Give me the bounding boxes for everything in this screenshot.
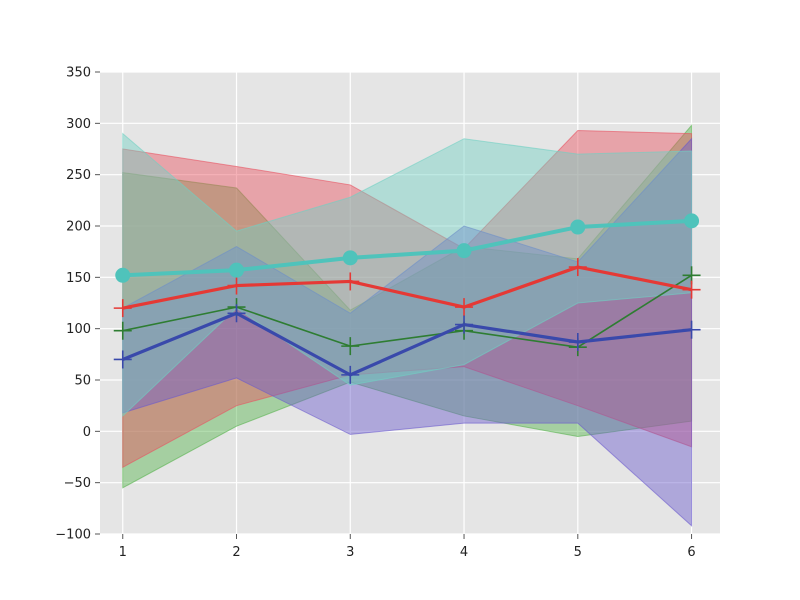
point-series-4 (456, 243, 472, 259)
point-series-3 (113, 350, 132, 369)
line-series-2 (122, 265, 692, 310)
y-tick-label: −50 (64, 476, 91, 491)
x-tick-label: 4 (460, 545, 468, 560)
series-markers (113, 213, 701, 384)
point-series-3 (682, 320, 701, 339)
plot-background (100, 72, 720, 534)
x-axis: 1 2 3 4 5 6 (119, 534, 696, 560)
x-tick-label: 3 (346, 545, 354, 560)
series-lines (122, 218, 692, 377)
x-tick-label: 6 (687, 545, 695, 560)
confidence-bands (122, 124, 693, 527)
point-series-4 (342, 250, 358, 266)
point-series-2 (113, 299, 132, 318)
point-series-2 (455, 298, 474, 317)
y-tick-label: 350 (66, 66, 91, 81)
y-tick-label: 300 (66, 117, 91, 132)
point-series-2 (227, 276, 246, 295)
point-series-2 (682, 280, 701, 299)
y-tick-label: 100 (66, 322, 91, 337)
y-tick-label: 150 (66, 271, 91, 286)
point-series-4 (229, 262, 245, 278)
point-series-1 (341, 337, 360, 356)
point-series-4 (684, 213, 700, 229)
y-tick-label: 250 (66, 168, 91, 183)
point-series-4 (570, 219, 586, 235)
line-series-4 (122, 218, 692, 278)
y-tick-label: 200 (66, 220, 91, 235)
point-series-3 (341, 365, 360, 384)
point-series-2 (341, 272, 360, 291)
band-series-3 (122, 137, 693, 527)
x-tick-label: 5 (574, 545, 582, 560)
point-series-3 (455, 315, 474, 334)
y-tick-label: 0 (83, 425, 91, 440)
y-tick-label: −100 (55, 528, 91, 543)
point-series-3 (568, 333, 587, 352)
point-series-4 (115, 267, 131, 283)
line-series-1 (122, 274, 692, 348)
point-series-3 (227, 304, 246, 323)
point-series-2 (568, 258, 587, 277)
point-series-1 (113, 321, 132, 340)
line-series-3 (122, 311, 692, 377)
x-tick-label: 2 (232, 545, 240, 560)
y-tick-label: 50 (74, 374, 91, 389)
x-tick-label: 1 (119, 545, 127, 560)
y-axis: −100 −50 0 50 100 150 200 250 300 350 (55, 66, 100, 543)
